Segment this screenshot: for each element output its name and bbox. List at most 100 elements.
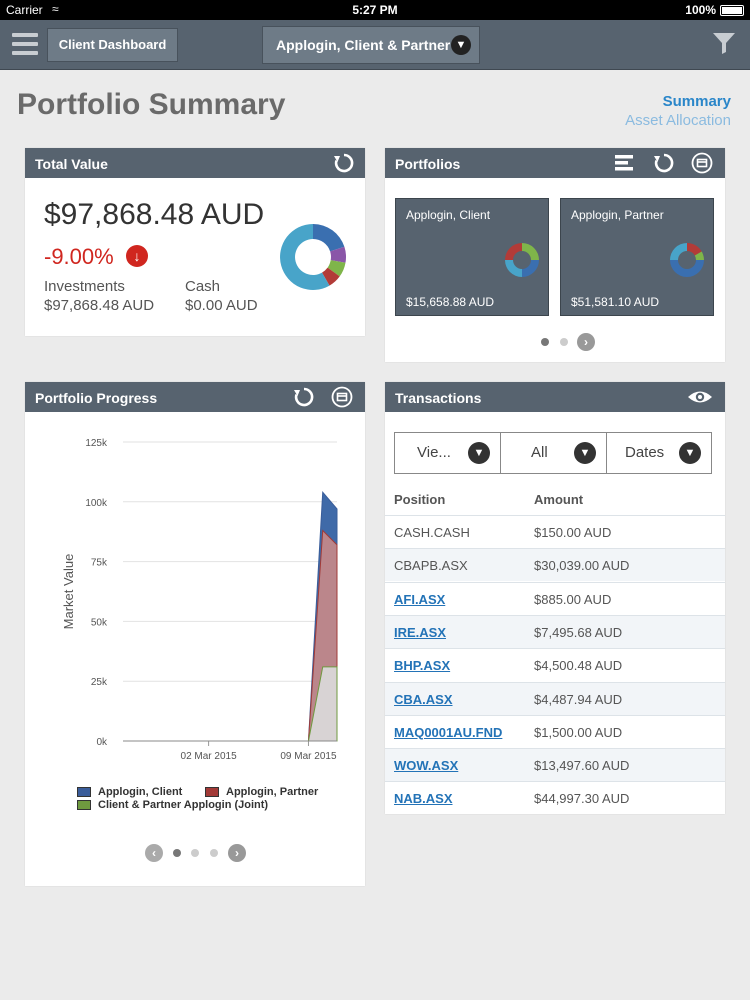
client-selector-label: Applogin, Client & Partner (276, 37, 451, 53)
summary-link[interactable]: Summary (662, 93, 731, 110)
chevron-down-icon: ▼ (574, 442, 596, 464)
clock: 5:27 PM (352, 3, 398, 17)
legend-swatch (205, 787, 219, 797)
table-row[interactable]: MAQ0001AU.FND $1,500.00 AUD (385, 714, 725, 748)
investments-value: $97,868.48 AUD (44, 297, 155, 314)
table-row[interactable]: CASH.CASH $150.00 AUD (385, 515, 725, 548)
legend-swatch (77, 800, 91, 810)
portfolio-donut (505, 243, 539, 277)
y-tick-label: 75k (91, 558, 108, 569)
page-title: Portfolio Summary (17, 88, 286, 121)
asset-allocation-link[interactable]: Asset Allocation (625, 112, 731, 129)
collapse-icon[interactable] (691, 152, 713, 174)
position-cell[interactable]: CBA.ASX (394, 691, 453, 707)
position-cell[interactable]: NAB.ASX (394, 791, 453, 807)
position-cell[interactable]: IRE.ASX (394, 624, 447, 640)
card-header: Transactions (385, 382, 725, 412)
client-dashboard-button[interactable]: Client Dashboard (47, 28, 178, 62)
carrier-label: Carrier (6, 3, 43, 17)
position-cell[interactable]: BHP.ASX (394, 658, 451, 674)
view-filter[interactable]: Vie... ▼ (395, 433, 501, 473)
y-tick-label: 50k (91, 617, 108, 628)
table-row[interactable]: IRE.ASX $7,495.68 AUD (385, 614, 725, 648)
page-dot[interactable] (541, 338, 549, 346)
collapse-icon[interactable] (331, 386, 353, 408)
x-tick-label: 02 Mar 2015 (181, 751, 238, 762)
page-dot[interactable] (173, 849, 181, 857)
position-cell: CASH.CASH (394, 525, 470, 540)
filter-label: Vie... (417, 444, 451, 461)
amount-cell: $4,500.48 AUD (534, 658, 623, 674)
amount-cell: $7,495.68 AUD (534, 624, 623, 640)
allocation-donut[interactable] (278, 222, 348, 292)
battery-icon (720, 5, 744, 16)
column-header-position[interactable]: Position (394, 492, 446, 507)
table-row[interactable]: CBAPB.ASX $30,039.00 AUD (385, 548, 725, 582)
dates-filter[interactable]: Dates ▼ (607, 433, 711, 473)
refresh-icon[interactable] (333, 152, 355, 174)
portfolio-tile[interactable]: Applogin, Partner $51,581.10 AUD (560, 198, 714, 316)
battery-percent: 100% (685, 3, 716, 17)
next-page-icon[interactable]: › (228, 844, 246, 862)
total-value-card: Total Value $97,868.48 AUD -9.00% ↓ Inve… (25, 148, 365, 336)
position-cell[interactable]: AFI.ASX (394, 591, 446, 607)
refresh-icon[interactable] (653, 152, 675, 174)
y-tick-label: 25k (91, 677, 108, 688)
amount-cell: $13,497.60 AUD (534, 758, 630, 774)
area-series (123, 666, 338, 742)
refresh-icon[interactable] (293, 386, 315, 408)
filter-label: All (531, 444, 548, 461)
arrow-down-icon: ↓ (126, 245, 148, 267)
table-row[interactable]: WOW.ASX $13,497.60 AUD (385, 748, 725, 782)
y-tick-label: 125k (85, 438, 108, 449)
eye-icon[interactable] (687, 386, 713, 408)
amount-cell: $885.00 AUD (534, 591, 612, 607)
page-dot[interactable] (191, 849, 199, 857)
total-value-amount: $97,868.48 AUD (44, 198, 265, 231)
portfolio-name: Applogin, Client (406, 208, 491, 222)
position-cell[interactable]: WOW.ASX (394, 758, 459, 774)
amount-cell: $30,039.00 AUD (534, 558, 630, 574)
legend-label: Client & Partner Applogin (Joint) (98, 799, 269, 811)
prev-page-icon[interactable]: ‹ (145, 844, 163, 862)
total-value-change: -9.00% (44, 244, 114, 269)
page-dot[interactable] (560, 338, 568, 346)
card-header: Portfolios (385, 148, 725, 178)
portfolio-tile[interactable]: Applogin, Client $15,658.88 AUD (395, 198, 549, 316)
next-page-icon[interactable]: › (577, 333, 595, 351)
y-tick-label: 0k (96, 737, 108, 748)
amount-cell: $4,487.94 AUD (534, 691, 623, 707)
amount-cell: $150.00 AUD (534, 525, 612, 540)
table-row[interactable]: BHP.ASX $4,500.48 AUD (385, 648, 725, 682)
card-header: Portfolio Progress (25, 382, 365, 412)
portfolio-progress-card: Portfolio Progress 125k 100k 75k 50k 25k 0k Ma… (25, 382, 365, 886)
cash-label: Cash (185, 278, 221, 295)
column-header-amount[interactable]: Amount (534, 492, 584, 507)
position-cell[interactable]: MAQ0001AU.FND (394, 724, 503, 740)
page-dot[interactable] (210, 849, 218, 857)
transactions-card: Transactions Vie... ▼ All ▼ Dates ▼ Posi… (385, 382, 725, 815)
legend-swatch (77, 787, 91, 797)
filter-icon[interactable] (712, 31, 736, 55)
client-selector[interactable]: Applogin, Client & Partner ▼ (262, 26, 480, 64)
top-toolbar: Client Dashboard Applogin, Client & Part… (0, 20, 750, 70)
legend-label: Applogin, Partner (226, 786, 319, 798)
y-tick-label: 100k (85, 498, 108, 509)
table-row[interactable]: AFI.ASX $885.00 AUD (385, 581, 725, 615)
legend-label: Applogin, Client (98, 786, 183, 798)
portfolio-name: Applogin, Partner (571, 208, 664, 222)
y-axis-label: Market Value (61, 554, 76, 630)
chevron-down-icon: ▼ (451, 35, 471, 55)
all-filter[interactable]: All ▼ (501, 433, 607, 473)
portfolios-card: Portfolios Applogin, Client $15,658.88 A (385, 148, 725, 362)
chevron-down-icon: ▼ (679, 442, 701, 464)
table-row[interactable]: CBA.ASX $4,487.94 AUD (385, 681, 725, 715)
cash-value: $0.00 AUD (185, 297, 258, 314)
chevron-down-icon: ▼ (468, 442, 490, 464)
menu-icon[interactable] (12, 33, 38, 55)
status-bar: Carrier ≈ 5:27 PM 100% (0, 0, 750, 20)
portfolio-amount: $15,658.88 AUD (406, 295, 495, 309)
table-row[interactable]: NAB.ASX $44,997.30 AUD (385, 781, 725, 815)
list-icon[interactable] (613, 152, 635, 174)
portfolio-donut (670, 243, 704, 277)
